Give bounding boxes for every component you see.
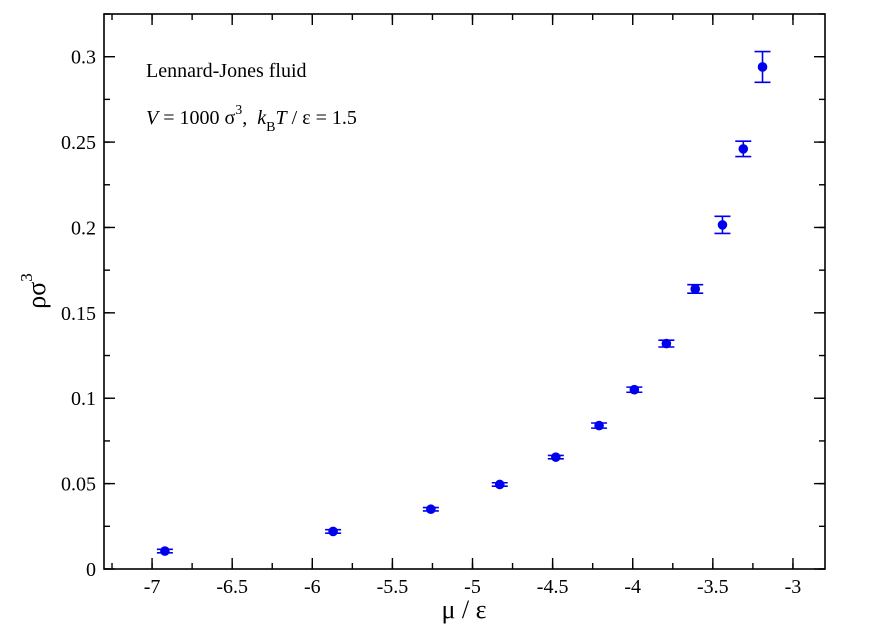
x-tick-label: -6.5 [216,576,248,598]
data-point [156,546,173,556]
point-marker [738,144,749,154]
x-tick-label: -5 [464,576,481,598]
x-tick-label: -3 [785,576,802,598]
data-point [325,526,342,537]
annotation-sep: , [242,107,257,129]
data-point [491,479,508,490]
data-point [626,384,643,395]
annotation-v: V [146,107,161,129]
annotation-k: k [257,107,267,129]
y-axis-label-base: ρσ [22,282,51,309]
y-tick-label: 0.05 [61,474,96,496]
y-tick-label: 0.2 [71,217,96,239]
x-tick-label: -6 [304,576,321,598]
annotation-volume: = 1000 σ [158,107,235,129]
annotation-conditions: V = 1000 σ3, kBT / ε = 1.5 [146,103,357,135]
annotation-volume-exp: 3 [235,103,242,118]
data-point [547,452,564,462]
x-tick-label: -3.5 [697,576,729,598]
point-marker [494,479,505,490]
minor-ticks [104,13,825,570]
tick-labels: -7 -6.5 -6 -5.5 -5 -4.5 -4 -3.5 -3 0 0.05 0.1 0.15 0.… [61,47,801,598]
data-markers [156,50,771,556]
annotation-t: T [276,107,289,129]
annotation-k-sub: B [266,120,275,135]
point-marker [328,526,338,537]
y-tick-label: 0.15 [61,303,96,325]
plot-frame [103,13,826,570]
annotation-ratio: / ε = 1.5 [287,107,357,129]
x-tick-label: -4 [624,576,641,598]
y-tick-label: 0.25 [61,132,96,154]
y-axis-label-exp: 3 [17,273,36,282]
data-point [754,50,771,84]
data-point [687,283,704,295]
data-point [714,215,731,235]
data-point [422,504,439,515]
x-tick-label: -5.5 [377,576,409,598]
point-marker [690,284,701,294]
y-tick-label: 0.1 [71,388,96,410]
x-axis-label: μ / ε [441,595,486,624]
major-ticks [104,14,825,570]
annotation-title: Lennard-Jones fluid [146,60,307,82]
point-marker [551,452,561,462]
point-marker [757,62,768,72]
y-axis-label: ρσ3 [17,273,51,309]
point-marker [661,338,672,349]
x-tick-label: -4.5 [537,576,569,598]
point-marker [160,546,170,556]
data-point [658,338,675,349]
point-marker [717,220,728,230]
data-point [735,140,752,158]
point-marker [426,504,436,515]
y-tick-label: 0.3 [71,47,96,69]
x-tick-label: -7 [144,576,161,598]
y-tick-label: 0 [86,559,96,581]
point-marker [629,384,640,395]
data-point [591,420,608,431]
point-marker [594,420,604,431]
